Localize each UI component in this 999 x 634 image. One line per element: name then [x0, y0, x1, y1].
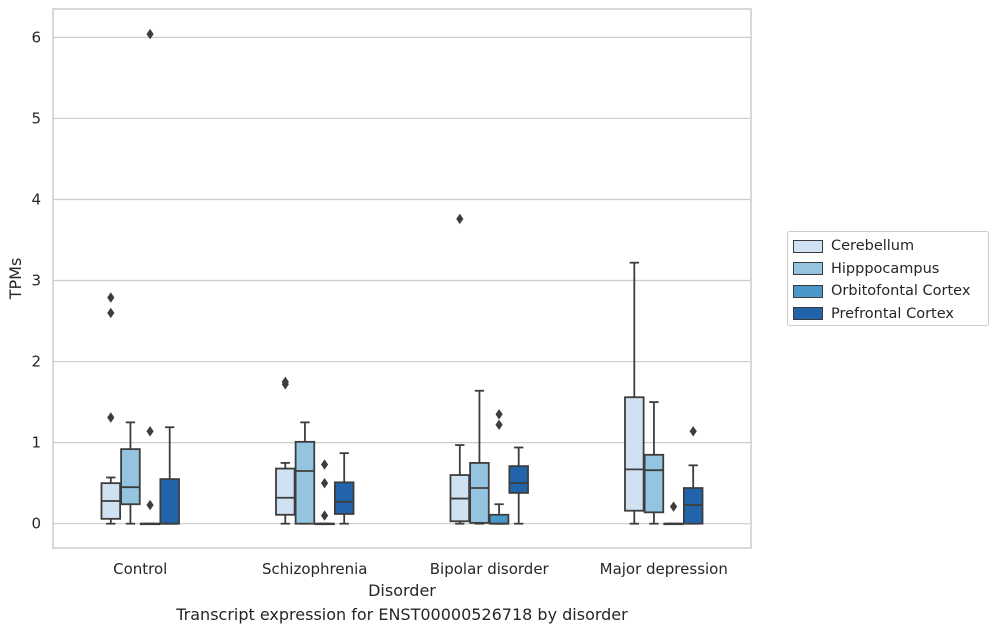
box-orbitofontal-cortex — [488, 409, 510, 525]
outlier-point — [146, 426, 154, 437]
x-tick-label: Bipolar disorder — [430, 560, 550, 578]
legend-swatch — [793, 239, 823, 253]
legend-label: Hipppocampus — [831, 260, 940, 277]
outlier-point — [669, 501, 678, 512]
legend-item: Orbitofontal Cortex — [793, 280, 988, 303]
outlier-point — [495, 419, 503, 430]
box-body — [469, 461, 490, 524]
box-body — [159, 478, 180, 525]
box-body — [294, 440, 316, 525]
outlier-point — [107, 292, 115, 303]
outlier-point — [320, 459, 329, 470]
x-axis-title: Disorder — [368, 581, 436, 600]
box-body — [333, 481, 355, 515]
y-tick-label: 3 — [31, 272, 41, 290]
box-cerebellum — [449, 213, 471, 525]
legend-swatch — [793, 284, 823, 298]
plot-area: 0 1 2 3 4 5 6 Control Schizophrenia Bipolar disor… — [6, 8, 752, 600]
x-tick-label: Control — [113, 560, 167, 578]
legend: Cerebellum Hipppocampus Orbitofontal Corte… — [787, 231, 989, 326]
legend-label: Prefrontal Cortex — [831, 305, 954, 322]
outlier-point — [146, 499, 154, 511]
box-body — [488, 513, 510, 525]
y-tick-label: 1 — [31, 434, 41, 452]
box-hipppocampus — [469, 389, 490, 525]
box-hipppocampus — [120, 421, 141, 525]
y-axis-title: TPMs — [6, 258, 25, 301]
y-tick-label: 4 — [31, 190, 41, 208]
legend-item: Hipppocampus — [793, 258, 988, 281]
y-tick-label: 5 — [31, 109, 41, 127]
box-body — [275, 467, 296, 516]
outlier-point — [107, 307, 115, 319]
box-prefrontal-cortex — [508, 446, 529, 525]
box-body — [643, 453, 665, 514]
outlier-point — [107, 412, 115, 423]
box-cerebellum — [100, 292, 122, 525]
y-tick-label: 0 — [31, 515, 41, 533]
outlier-point — [320, 477, 329, 489]
box-orbitofontal-cortex — [139, 28, 161, 526]
legend-item: Cerebellum — [793, 235, 988, 258]
box-prefrontal-cortex — [333, 452, 355, 525]
x-tick-label: Schizophrenia — [262, 560, 367, 578]
box-prefrontal-cortex — [159, 426, 180, 525]
legend-swatch — [793, 262, 823, 276]
box-hipppocampus — [294, 421, 316, 525]
y-tick-label: 2 — [31, 353, 41, 371]
outlier-point — [146, 28, 154, 40]
plot-frame — [52, 8, 752, 549]
box-body — [508, 465, 529, 494]
box-cerebellum — [275, 376, 296, 525]
box-prefrontal-cortex — [682, 426, 704, 525]
legend-label: Orbitofontal Cortex — [831, 283, 971, 300]
box-body — [624, 396, 645, 512]
box-body — [120, 448, 141, 506]
box-orbitofontal-cortex — [314, 459, 335, 526]
outlier-point — [281, 376, 289, 388]
legend-label: Cerebellum — [831, 238, 915, 255]
outlier-point — [495, 409, 503, 420]
outlier-point — [320, 510, 329, 521]
outlier-point — [689, 426, 697, 437]
box-hipppocampus — [643, 401, 665, 525]
y-tick-label: 6 — [31, 28, 41, 46]
outlier-point — [456, 213, 464, 225]
box-orbitofontal-cortex — [663, 501, 684, 526]
legend-item: Prefrontal Cortex — [793, 303, 988, 326]
x-tick-label: Major depression — [600, 560, 728, 578]
box-cerebellum — [624, 261, 645, 525]
chart-caption: Transcript expression for ENST0000052671… — [176, 605, 628, 624]
legend-swatch — [793, 307, 823, 321]
